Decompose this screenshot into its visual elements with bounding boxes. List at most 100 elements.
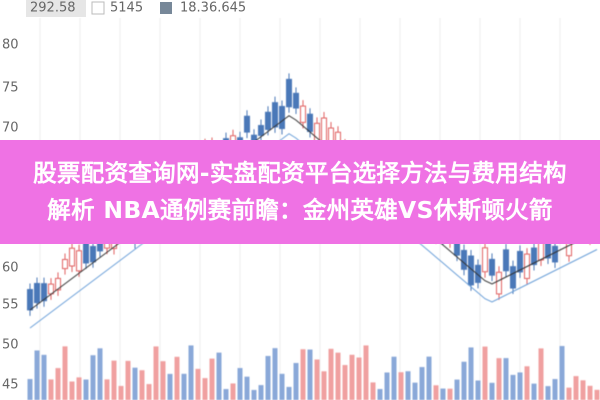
volume-bar bbox=[426, 356, 432, 400]
volume-bar bbox=[300, 349, 306, 400]
candle bbox=[503, 249, 509, 272]
volume-bar bbox=[517, 372, 523, 400]
volume-bar bbox=[265, 355, 271, 400]
volume-bar bbox=[27, 379, 33, 400]
y-tick-label: 70 bbox=[2, 121, 19, 136]
volume-bar bbox=[104, 379, 110, 400]
legend-price: 292.58 bbox=[30, 1, 76, 16]
legend-volume: 5145 bbox=[110, 1, 143, 16]
y-tick-label: 45 bbox=[2, 378, 19, 393]
y-axis: 80 75 70 60 55 50 45 bbox=[2, 38, 19, 393]
candle bbox=[62, 258, 68, 270]
volume-bar bbox=[314, 359, 320, 400]
candle bbox=[76, 250, 82, 272]
y-tick-label: 80 bbox=[2, 38, 19, 53]
volume-bar bbox=[97, 348, 103, 400]
candle bbox=[55, 277, 61, 291]
volume-bar bbox=[594, 389, 600, 400]
volume-bar bbox=[587, 385, 593, 400]
candle bbox=[496, 271, 502, 295]
candle bbox=[272, 102, 278, 128]
volume-bar bbox=[286, 386, 292, 400]
volume-bar bbox=[279, 373, 285, 400]
volume-bar bbox=[153, 346, 159, 400]
legend-box bbox=[26, 0, 86, 17]
volume-bar bbox=[363, 345, 369, 400]
volume-bar bbox=[181, 373, 187, 400]
volume-bar bbox=[307, 349, 313, 400]
volume-bar bbox=[125, 360, 131, 400]
volume-bar bbox=[489, 382, 495, 400]
candle bbox=[279, 105, 285, 130]
volume-bar bbox=[559, 346, 565, 400]
volume-bar bbox=[447, 388, 453, 400]
volume-bar bbox=[405, 371, 411, 400]
volume-bar bbox=[111, 360, 117, 400]
candle bbox=[510, 266, 516, 289]
candle bbox=[482, 247, 488, 273]
volume-bar bbox=[573, 376, 579, 400]
banner-line: 解析 NBA通例赛前瞻：金州英雄VS休斯顿火箭 bbox=[47, 196, 553, 224]
volume-bar bbox=[76, 377, 82, 400]
volume-bar bbox=[258, 385, 264, 400]
legend-swatch bbox=[160, 2, 172, 14]
volume-bar bbox=[468, 347, 474, 400]
candle bbox=[69, 247, 75, 267]
volume-bar bbox=[454, 379, 460, 400]
volume-bar bbox=[251, 389, 257, 400]
candle bbox=[552, 245, 558, 263]
y-tick-label: 55 bbox=[2, 298, 19, 313]
y-tick-label: 60 bbox=[2, 261, 19, 276]
candle bbox=[300, 105, 306, 123]
volume-bar bbox=[139, 370, 145, 400]
candle bbox=[265, 111, 271, 130]
volume-bar bbox=[83, 379, 89, 400]
volume-bar bbox=[90, 355, 96, 400]
volume-bar bbox=[531, 383, 537, 400]
volume-bar bbox=[370, 382, 376, 400]
volume-bar bbox=[377, 389, 383, 400]
legend-swatch bbox=[91, 1, 105, 15]
candle bbox=[517, 250, 523, 273]
volume-bar bbox=[118, 385, 124, 400]
candle bbox=[461, 249, 467, 270]
title-banner: 股票配资查询网-实盘配资平台选择方法与费用结构 解析 NBA通例赛前瞻：金州英雄… bbox=[0, 140, 600, 244]
candle bbox=[34, 282, 40, 304]
volume-bar bbox=[433, 385, 439, 400]
volume-bar bbox=[440, 388, 446, 400]
volume-bar bbox=[223, 389, 229, 400]
volume-bar bbox=[328, 348, 334, 400]
volume-bar bbox=[335, 352, 341, 400]
volume-bar bbox=[62, 346, 68, 400]
candle bbox=[90, 246, 96, 263]
volume-bar bbox=[69, 381, 75, 400]
volume-bar bbox=[41, 354, 47, 400]
volume-bar bbox=[461, 361, 467, 400]
volume-bar bbox=[167, 373, 173, 400]
volume-bar bbox=[244, 376, 250, 400]
volume-bar bbox=[48, 379, 54, 400]
candle bbox=[27, 289, 33, 311]
volume-bar bbox=[55, 368, 61, 400]
volume-bar bbox=[146, 384, 152, 400]
volume-bar bbox=[356, 357, 362, 400]
candle bbox=[41, 283, 47, 302]
candle bbox=[244, 115, 250, 133]
volume-bar bbox=[482, 346, 488, 400]
y-tick-label: 50 bbox=[2, 338, 19, 353]
volume-bar bbox=[580, 380, 586, 400]
candle bbox=[258, 125, 264, 136]
volume-bar bbox=[545, 386, 551, 400]
volume-bar bbox=[412, 382, 418, 400]
candle bbox=[307, 113, 313, 132]
volume-bar bbox=[216, 352, 222, 400]
volume-bar bbox=[524, 366, 530, 400]
volume-bar bbox=[419, 367, 425, 400]
banner-line: 股票配资查询网-实盘配资平台选择方法与费用结构 bbox=[33, 159, 567, 187]
volume-bar bbox=[209, 358, 215, 400]
volume-bar bbox=[342, 365, 348, 400]
volume-bar bbox=[132, 367, 138, 400]
y-tick-label: 75 bbox=[2, 81, 19, 96]
volume-bar bbox=[174, 356, 180, 400]
